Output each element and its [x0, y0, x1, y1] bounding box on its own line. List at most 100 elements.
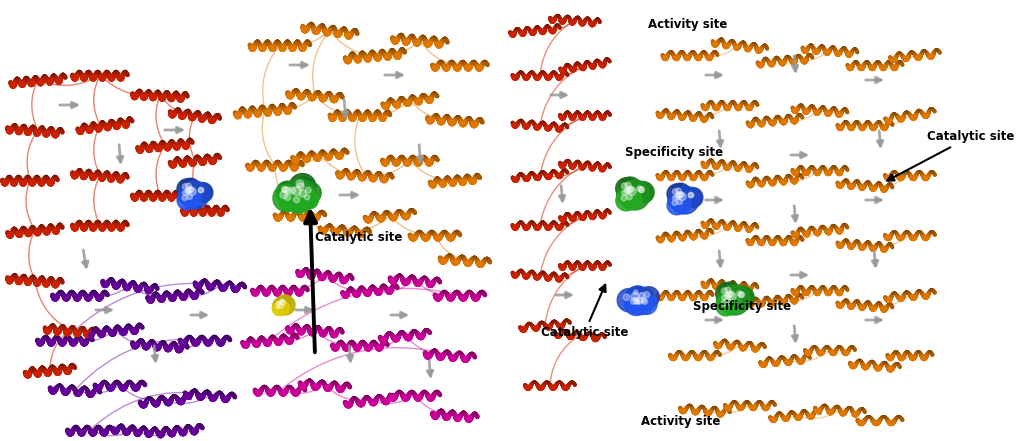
Circle shape: [289, 187, 296, 194]
Circle shape: [631, 292, 639, 300]
Circle shape: [620, 181, 643, 204]
Circle shape: [739, 292, 744, 298]
Circle shape: [275, 295, 295, 315]
Circle shape: [716, 283, 737, 304]
Circle shape: [726, 299, 732, 305]
Circle shape: [272, 299, 286, 312]
Circle shape: [636, 293, 654, 311]
Circle shape: [722, 286, 744, 308]
Circle shape: [615, 191, 636, 211]
Circle shape: [737, 291, 742, 296]
Circle shape: [634, 290, 638, 295]
Circle shape: [180, 182, 203, 204]
Text: Catalytic site: Catalytic site: [541, 285, 628, 340]
Circle shape: [622, 195, 627, 201]
Circle shape: [638, 187, 644, 193]
Circle shape: [726, 292, 732, 298]
Circle shape: [617, 288, 640, 312]
Text: Specificity site: Specificity site: [625, 146, 723, 159]
Circle shape: [188, 187, 194, 192]
Circle shape: [684, 189, 701, 206]
Circle shape: [720, 286, 742, 309]
Circle shape: [182, 182, 204, 202]
Circle shape: [188, 187, 197, 195]
Circle shape: [288, 191, 309, 213]
Circle shape: [289, 174, 316, 201]
Circle shape: [275, 301, 290, 315]
Text: Activity site: Activity site: [641, 415, 721, 428]
Circle shape: [625, 182, 631, 188]
Circle shape: [279, 189, 301, 211]
Circle shape: [182, 195, 187, 201]
Circle shape: [304, 194, 309, 200]
Circle shape: [280, 304, 284, 308]
Circle shape: [199, 188, 204, 193]
Circle shape: [725, 287, 731, 293]
Circle shape: [185, 189, 190, 194]
Circle shape: [732, 286, 751, 305]
Circle shape: [719, 289, 739, 309]
Circle shape: [300, 182, 322, 204]
Circle shape: [279, 182, 302, 206]
Circle shape: [671, 186, 699, 214]
Circle shape: [676, 192, 682, 198]
Circle shape: [634, 288, 654, 308]
Circle shape: [299, 190, 318, 209]
Circle shape: [178, 186, 197, 204]
Circle shape: [637, 294, 657, 314]
Circle shape: [299, 190, 306, 197]
Circle shape: [683, 187, 702, 207]
Circle shape: [673, 187, 693, 208]
Circle shape: [276, 295, 291, 310]
Text: Catalytic site: Catalytic site: [315, 232, 402, 244]
Circle shape: [305, 187, 311, 193]
Circle shape: [641, 297, 646, 303]
Circle shape: [282, 187, 289, 193]
Circle shape: [672, 200, 678, 206]
Circle shape: [637, 298, 643, 304]
Circle shape: [738, 292, 744, 298]
Circle shape: [632, 181, 650, 200]
Circle shape: [624, 286, 652, 314]
Circle shape: [633, 182, 654, 203]
Circle shape: [636, 300, 640, 304]
Circle shape: [673, 195, 678, 200]
Circle shape: [291, 177, 315, 202]
Circle shape: [727, 291, 734, 297]
Circle shape: [678, 191, 684, 198]
Circle shape: [716, 295, 736, 316]
Circle shape: [628, 187, 636, 195]
Circle shape: [675, 194, 680, 199]
Circle shape: [671, 190, 689, 208]
Circle shape: [667, 196, 686, 215]
Circle shape: [722, 295, 727, 300]
Circle shape: [728, 292, 736, 300]
Text: Specificity site: Specificity site: [693, 300, 792, 313]
Circle shape: [273, 185, 300, 212]
Circle shape: [180, 178, 201, 199]
Circle shape: [624, 294, 630, 300]
Circle shape: [285, 194, 291, 201]
Circle shape: [616, 185, 636, 205]
Circle shape: [733, 287, 754, 308]
Circle shape: [638, 287, 659, 308]
Circle shape: [724, 293, 730, 299]
Circle shape: [734, 288, 753, 307]
Text: Activity site: Activity site: [648, 18, 728, 31]
Circle shape: [620, 184, 639, 204]
Circle shape: [620, 177, 641, 199]
Circle shape: [637, 186, 642, 191]
Circle shape: [281, 300, 286, 305]
Circle shape: [272, 302, 286, 316]
Circle shape: [625, 292, 647, 315]
Circle shape: [283, 182, 306, 206]
Circle shape: [631, 298, 637, 304]
Circle shape: [194, 183, 212, 201]
Circle shape: [671, 187, 692, 209]
Circle shape: [721, 288, 727, 294]
Circle shape: [688, 192, 693, 198]
Circle shape: [284, 179, 316, 211]
Circle shape: [627, 194, 632, 200]
Circle shape: [628, 186, 634, 192]
Circle shape: [676, 188, 681, 194]
